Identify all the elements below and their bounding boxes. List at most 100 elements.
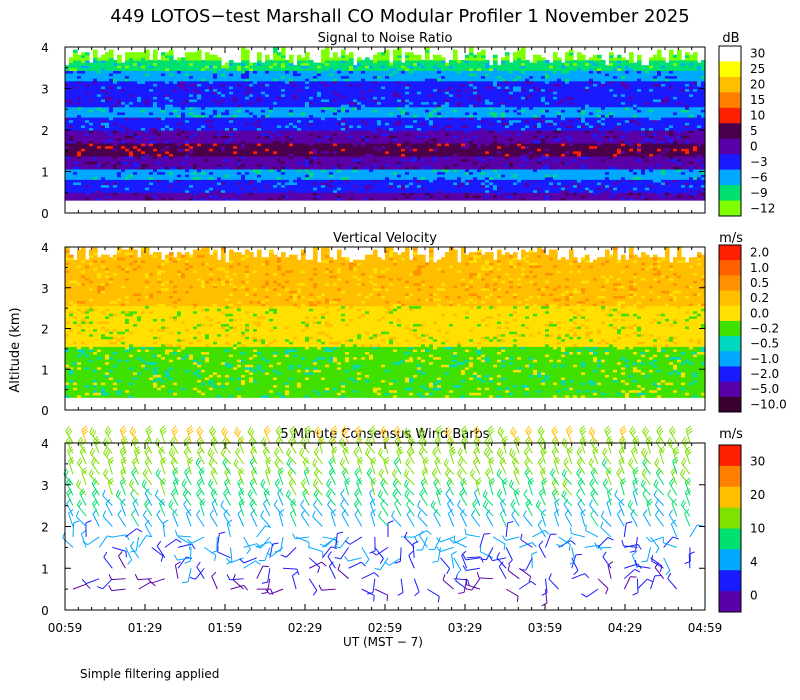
heat-cell — [153, 117, 158, 121]
heat-cell — [241, 142, 246, 147]
heat-cell — [177, 161, 182, 165]
heat-cell — [117, 78, 122, 82]
heat-cell — [285, 148, 290, 152]
heat-cell — [241, 130, 246, 134]
heat-cell — [185, 72, 190, 77]
heat-cell — [145, 88, 150, 92]
heat-cell — [221, 119, 226, 123]
heat-cell — [101, 67, 106, 71]
heat-cell — [245, 54, 250, 58]
heat-cell — [129, 127, 134, 131]
heat-cell — [217, 192, 222, 196]
heat-cell — [213, 67, 218, 71]
heat-cell — [225, 179, 230, 183]
heat-cell — [149, 80, 154, 84]
heat-cell — [149, 145, 154, 149]
heat-cell — [69, 59, 74, 64]
heat-cell — [321, 49, 326, 53]
heat-cell — [261, 135, 266, 139]
heat-cell — [65, 114, 70, 118]
heat-cell — [233, 181, 238, 186]
heat-cell — [221, 98, 226, 103]
heat-cell — [225, 163, 230, 167]
heat-cell — [213, 70, 218, 74]
heat-cell — [121, 148, 126, 152]
heat-cell — [161, 130, 166, 134]
heat-cell — [109, 155, 114, 160]
heat-cell — [101, 78, 106, 82]
heat-cell — [65, 109, 70, 113]
heat-cell — [73, 75, 78, 79]
heat-cell — [201, 163, 206, 167]
heat-cell — [277, 179, 282, 183]
heat-cell — [137, 104, 142, 108]
heat-cell — [217, 168, 222, 173]
heat-cell — [193, 109, 198, 113]
heat-cell — [217, 104, 222, 108]
heat-cell — [157, 111, 162, 116]
heat-cell — [225, 80, 230, 84]
heat-cell — [81, 142, 86, 147]
heat-cell — [197, 161, 202, 165]
heat-cell — [77, 104, 82, 108]
heat-cell — [117, 106, 122, 110]
heat-cell — [149, 166, 154, 170]
heat-cell — [65, 93, 70, 97]
heat-cell — [113, 179, 118, 183]
heat-cell — [97, 130, 102, 134]
heat-cell — [221, 140, 226, 144]
heat-cell — [97, 197, 102, 201]
heat-cell — [101, 181, 106, 186]
heat-cell — [257, 111, 262, 116]
heat-cell — [117, 189, 122, 193]
heat-cell — [189, 122, 194, 126]
heat-cell — [229, 161, 234, 165]
heat-cell — [285, 135, 290, 139]
heat-cell — [93, 158, 98, 162]
heat-cell — [105, 83, 110, 87]
heat-cell — [173, 184, 178, 188]
heat-cell — [133, 194, 138, 199]
heat-cell — [265, 163, 270, 167]
heat-cell — [161, 109, 166, 113]
heat-cell — [221, 83, 226, 87]
heat-cell — [189, 127, 194, 131]
heat-cell — [105, 88, 110, 92]
heat-cell — [145, 181, 150, 186]
heat-cell — [113, 72, 118, 77]
heat-cell — [149, 137, 154, 141]
heat-cell — [89, 119, 94, 123]
heat-cell — [133, 111, 138, 116]
heat-cell — [73, 117, 78, 121]
heat-cell — [109, 135, 114, 139]
heat-cell — [193, 127, 198, 131]
heat-cell — [109, 106, 114, 110]
heat-cell — [205, 70, 210, 74]
heat-cell — [209, 176, 214, 180]
heat-cell — [249, 80, 254, 84]
heat-cell — [221, 150, 226, 154]
heat-cell — [241, 194, 246, 199]
heat-cell — [205, 158, 210, 162]
heat-cell — [221, 184, 226, 188]
heat-cell — [85, 155, 90, 160]
heat-cell — [205, 174, 210, 178]
heat-cell — [313, 62, 318, 66]
heat-cell — [273, 83, 278, 87]
heat-cell — [129, 130, 134, 134]
heat-cell — [93, 101, 98, 105]
heat-cell — [237, 140, 242, 144]
heat-cell — [161, 59, 166, 64]
heat-cell — [97, 70, 102, 74]
heat-cell — [161, 114, 166, 118]
heat-cell — [173, 122, 178, 126]
heat-cell — [169, 98, 174, 103]
heat-cell — [277, 132, 282, 136]
heat-cell — [129, 153, 134, 157]
heat-cell — [165, 119, 170, 123]
heat-cell — [89, 168, 94, 173]
heat-cell — [197, 171, 202, 175]
panel-title: Signal to Noise Ratio — [318, 31, 453, 46]
heat-cell — [177, 93, 182, 97]
heat-cell — [337, 57, 342, 61]
